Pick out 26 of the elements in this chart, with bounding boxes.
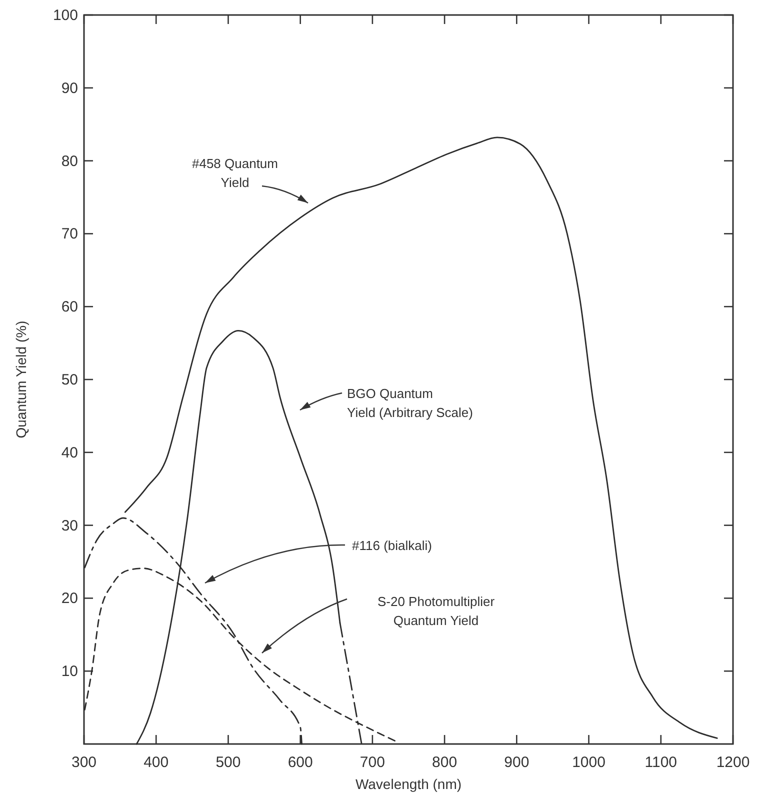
y-tick-label: 70 (61, 226, 78, 243)
y-tick-label: 100 (52, 7, 78, 24)
x-tick-label: 800 (432, 754, 458, 771)
y-tick-label: 40 (61, 444, 78, 462)
y-tick-label: 60 (61, 298, 78, 316)
x-tick-label: 1200 (716, 754, 750, 771)
x-tick-label: 500 (216, 754, 241, 771)
x-tick-label: 400 (144, 754, 169, 771)
x-tick-label: 300 (71, 754, 97, 771)
y-tick-label: 90 (61, 80, 78, 97)
y-tick-label: 50 (61, 372, 78, 388)
y-tick-label: 10 (61, 663, 78, 680)
annotation: S-20 Photomultiplier Quantum Yield (377, 594, 496, 628)
y-tick-label: 20 (61, 590, 78, 608)
x-tick-label: 1100 (644, 754, 678, 771)
y-tick-label: 30 (61, 517, 78, 534)
x-tick-label: 1000 (572, 754, 606, 771)
y-tick-label: 80 (61, 152, 78, 170)
x-axis-title: Wavelength (nm) (355, 776, 462, 792)
x-tick-label: 600 (288, 754, 313, 771)
x-tick-label: 900 (504, 754, 530, 771)
annotation: BGO Quantum Yield (Arbitrary Scale) (347, 386, 473, 420)
annotation: #458 Quantum Yield (192, 156, 278, 190)
annotation: #116 (bialkali) (352, 538, 432, 553)
x-tick-label: 700 (360, 754, 385, 771)
y-axis-title: Quantum Yield (%) (13, 320, 29, 438)
